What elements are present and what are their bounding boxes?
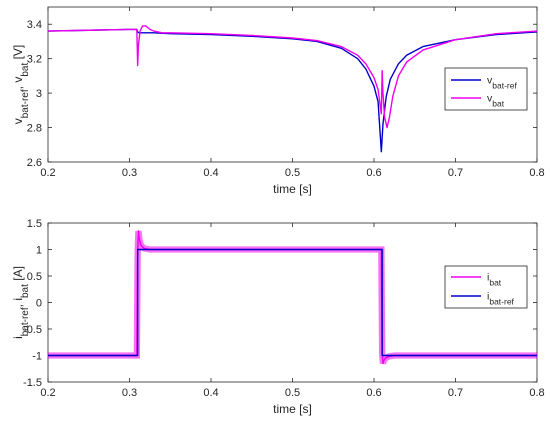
x-tick-label: 0.6 [366, 387, 381, 399]
y-tick-label: 2.6 [27, 157, 42, 169]
voltage-y-axis-label: vbat-ref, vbat [V] [11, 45, 31, 125]
voltage-x-ticks: 0.2 0.3 0.4 0.5 0.6 0.7 0.8 [40, 7, 545, 179]
y-tick-label: -1.5 [23, 377, 42, 389]
x-tick-label: 0.2 [40, 167, 55, 179]
y-tick-label: 1.5 [27, 218, 42, 230]
y-tick-label: 1 [36, 245, 42, 257]
x-tick-label: 0.3 [122, 167, 137, 179]
legend-label-v-bat-ref: vbat-ref [487, 75, 517, 91]
series-line-i-bat-ref [48, 248, 537, 357]
y-tick-label: 3.4 [27, 19, 42, 31]
current-plot: 0.2 0.3 0.4 0.5 0.6 0.7 0.8 -1.5 -1 -0.5 0 0.5 1 1.5… [11, 218, 545, 416]
current-legend: ibat ibat-ref [444, 265, 528, 309]
voltage-plot: 0.2 0.3 0.4 0.5 0.6 0.7 0.8 2.6 2.8 3 3.2 3.4 time… [11, 6, 545, 196]
x-tick-label: 0.4 [203, 167, 218, 179]
x-tick-label: 0.4 [203, 387, 218, 399]
current-y-ticks: -1.5 -1 -0.5 0 0.5 1 1.5 [23, 218, 537, 389]
current-legend-box [444, 265, 528, 309]
current-x-ticks: 0.2 0.3 0.4 0.5 0.6 0.7 0.8 [40, 223, 545, 399]
x-tick-label: 0.3 [122, 387, 137, 399]
voltage-y-ticks: 2.6 2.8 3 3.2 3.4 [27, 19, 537, 169]
current-y-axis-label: ibat-ref, ibat [A] [11, 266, 31, 339]
x-tick-label: 0.7 [448, 167, 463, 179]
y-tick-label: 2.8 [27, 123, 42, 135]
current-x-axis-label: time [s] [273, 402, 312, 416]
voltage-x-axis-label: time [s] [273, 182, 312, 196]
x-tick-label: 0.7 [448, 387, 463, 399]
legend-label-v-bat: vbat [487, 93, 505, 109]
legend-label-i-bat: ibat [487, 272, 502, 288]
x-tick-label: 0.5 [285, 167, 300, 179]
y-tick-label: -1 [32, 351, 42, 363]
y-tick-label: -0.5 [23, 324, 42, 336]
voltage-series [47, 25, 538, 153]
y-tick-label: 0.5 [27, 271, 42, 283]
y-tick-label: 3 [36, 88, 42, 100]
legend-label-i-bat-ref: ibat-ref [487, 291, 515, 307]
current-series [48, 230, 537, 365]
x-tick-label: 0.6 [366, 167, 381, 179]
x-tick-label: 0.8 [529, 167, 544, 179]
voltage-legend-box [444, 67, 528, 111]
series-line-v-bat [47, 25, 538, 129]
voltage-legend: vbat-ref vbat [444, 67, 528, 111]
series-line-v-bat-ref [47, 28, 538, 153]
x-tick-label: 0.2 [40, 387, 55, 399]
y-tick-label: 0 [36, 298, 42, 310]
x-tick-label: 0.5 [285, 387, 300, 399]
x-tick-label: 0.8 [529, 387, 544, 399]
y-tick-label: 3.2 [27, 54, 42, 66]
